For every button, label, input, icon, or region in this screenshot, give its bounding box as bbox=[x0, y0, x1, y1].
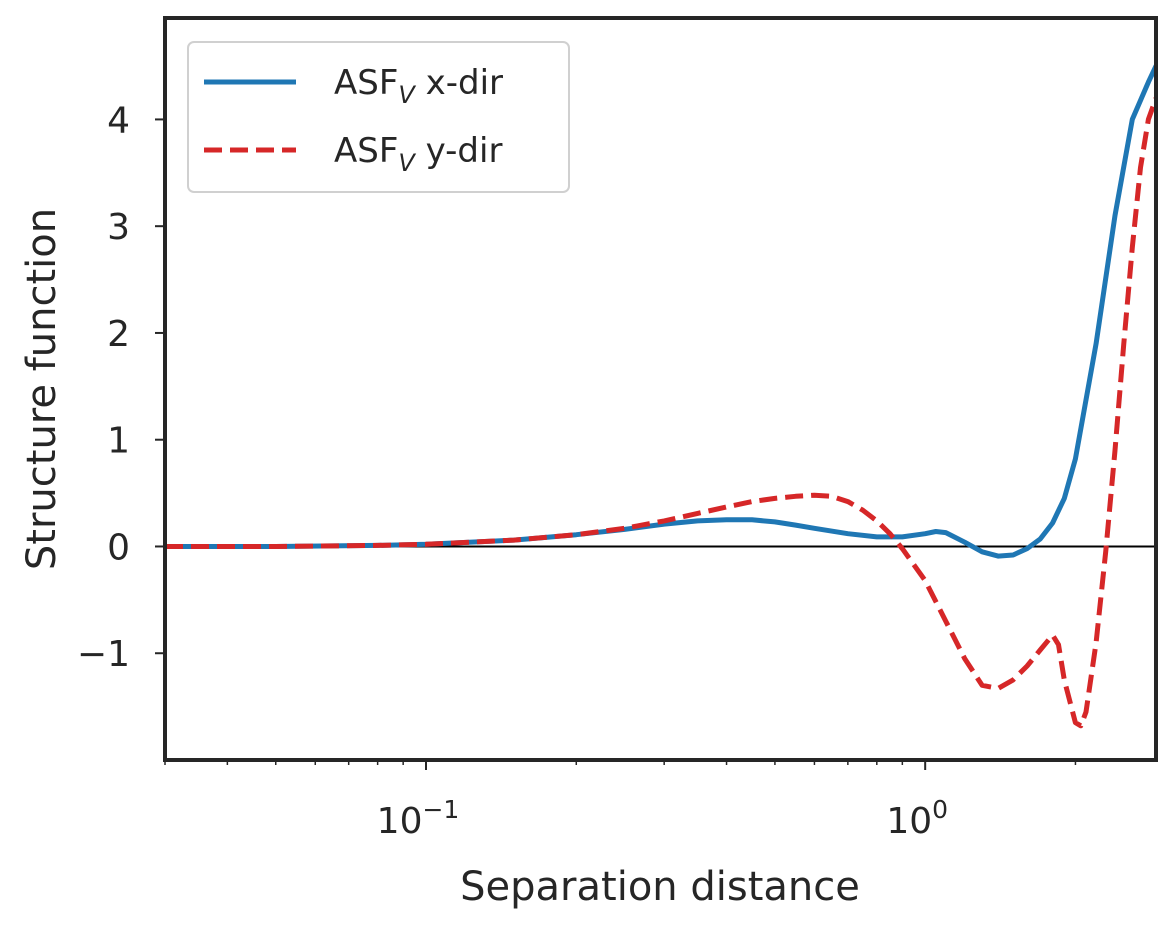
x-axis-title: Separation distance bbox=[460, 864, 860, 910]
y-tick-label: −1 bbox=[77, 634, 130, 675]
legend-label-2: ASFV y-dir bbox=[334, 131, 502, 177]
y-tick-label: 4 bbox=[107, 100, 130, 141]
legend-label-1: ASFV x-dir bbox=[334, 63, 503, 109]
y-axis-title: Structure function bbox=[19, 208, 65, 570]
plot-frame bbox=[163, 16, 1158, 762]
x-axis-ticks: 10−1 100 bbox=[164, 760, 1077, 842]
y-tick-label: 0 bbox=[107, 527, 130, 568]
series-line-2 bbox=[165, 97, 1156, 729]
series-layer bbox=[165, 63, 1156, 729]
y-tick-label: 3 bbox=[107, 207, 130, 248]
y-axis-ticks: −1 0 1 2 3 4 bbox=[77, 100, 165, 675]
y-tick-label: 1 bbox=[107, 421, 130, 462]
x-tick-label: 100 bbox=[886, 795, 948, 842]
y-tick-label: 2 bbox=[107, 314, 130, 355]
series-line-1 bbox=[165, 63, 1156, 559]
legend: ASFV x-dir ASFV y-dir bbox=[187, 41, 570, 193]
x-tick-label: 10−1 bbox=[377, 795, 460, 842]
